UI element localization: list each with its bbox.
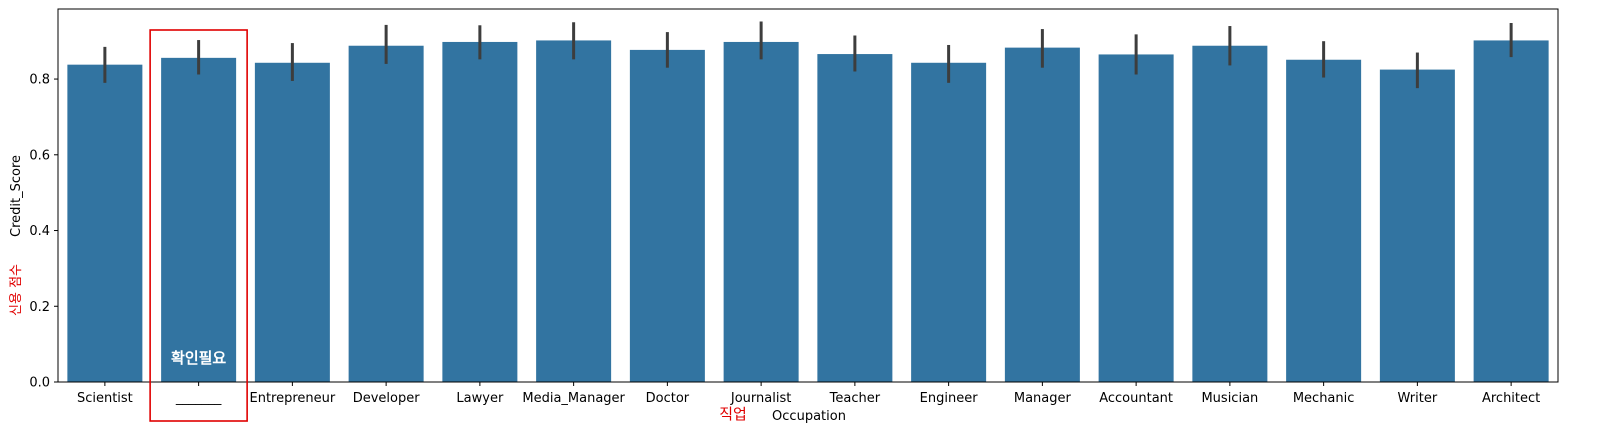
bar-4 xyxy=(442,41,518,382)
bar-8 xyxy=(817,54,893,383)
x-tick-label-4: Lawyer xyxy=(456,391,504,406)
y-axis-label-korean: 신용 점수 xyxy=(9,264,24,316)
x-tick-label-12: Musician xyxy=(1201,391,1258,406)
bar-12 xyxy=(1192,45,1268,382)
bar-note-label: 확인필요 xyxy=(171,349,226,367)
y-tick-label-3: 0.6 xyxy=(29,148,50,163)
y-tick-label-1: 0.2 xyxy=(29,300,50,315)
x-tick-label-7: Journalist xyxy=(730,391,791,406)
y-axis-label: Credit_Score xyxy=(9,155,24,237)
bar-14 xyxy=(1379,69,1455,382)
bar-2 xyxy=(254,62,330,383)
bar-10 xyxy=(1004,47,1080,383)
bar-7 xyxy=(723,41,799,382)
highlight-box xyxy=(149,29,248,422)
bar-6 xyxy=(629,49,705,382)
x-tick-label-13: Mechanic xyxy=(1293,391,1355,406)
bar-0 xyxy=(67,64,143,383)
x-axis-label-korean: 직업 xyxy=(719,405,747,423)
bar-1 xyxy=(161,57,237,383)
y-tick-label-4: 0.8 xyxy=(29,73,50,88)
bar-13 xyxy=(1286,59,1362,382)
bar-11 xyxy=(1098,54,1174,383)
y-tick-label-2: 0.4 xyxy=(29,224,50,239)
x-axis: Scientist _______ Entrepreneur Developer Law… xyxy=(77,382,1540,406)
y-tick-label-0: 0.0 xyxy=(29,376,50,391)
error-bars-group xyxy=(103,21,1513,89)
x-axis-label: Occupation xyxy=(772,409,846,424)
x-tick-label-15: Architect xyxy=(1482,391,1540,406)
x-tick-label-1: _______ xyxy=(175,391,222,406)
x-tick-label-9: Engineer xyxy=(920,391,979,406)
bars-group xyxy=(67,40,1549,383)
bar-15 xyxy=(1473,40,1549,383)
x-tick-label-8: Teacher xyxy=(829,391,881,406)
x-tick-label-10: Manager xyxy=(1014,391,1072,406)
plot-frame xyxy=(57,8,1559,383)
x-tick-label-11: Accountant xyxy=(1099,391,1173,406)
bar-9 xyxy=(911,62,987,383)
x-tick-label-14: Writer xyxy=(1398,391,1438,406)
bar-5 xyxy=(536,40,612,383)
x-tick-label-6: Doctor xyxy=(646,391,690,406)
x-tick-label-3: Developer xyxy=(353,391,421,406)
bar-3 xyxy=(348,45,424,382)
x-tick-label-0: Scientist xyxy=(77,391,133,406)
y-axis: 0.0 0.2 0.4 0.6 0.8 xyxy=(29,73,58,391)
x-tick-label-2: Entrepreneur xyxy=(250,391,336,406)
x-tick-label-5: Media_Manager xyxy=(522,391,625,406)
